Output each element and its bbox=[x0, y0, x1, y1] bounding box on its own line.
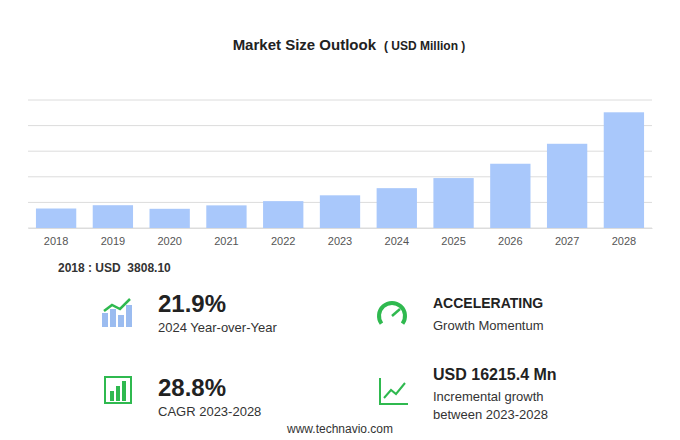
bar bbox=[490, 164, 530, 228]
subtitle: ( USD Million ) bbox=[384, 39, 465, 53]
stat-value: USD 16215.4 Mn bbox=[433, 366, 557, 383]
stat-value: 21.9% bbox=[158, 290, 226, 317]
chart: Market Size Outlook( USD Million )201820… bbox=[0, 0, 680, 440]
grid bbox=[28, 100, 652, 228]
tick-label: 2018 bbox=[44, 235, 68, 247]
icon-part bbox=[105, 377, 131, 403]
icon bbox=[380, 378, 408, 404]
tick-label: 2019 bbox=[101, 235, 125, 247]
stat-label: Growth Momentum bbox=[433, 318, 544, 333]
tick: 2019 bbox=[101, 228, 125, 247]
bar bbox=[93, 205, 133, 228]
tick: 2020 bbox=[157, 228, 181, 247]
icon-part bbox=[116, 386, 120, 401]
bar bbox=[320, 195, 360, 228]
stat-value: ACCELERATING bbox=[433, 295, 543, 311]
stat-value: 28.8% bbox=[158, 374, 226, 401]
bar bbox=[377, 188, 417, 228]
tick-label: 2028 bbox=[612, 235, 636, 247]
stat-label: 2024 Year-over-Year bbox=[158, 320, 277, 335]
tick: 2021 bbox=[214, 228, 238, 247]
bar bbox=[150, 209, 190, 228]
bar bbox=[604, 112, 644, 228]
tick-label: 2024 bbox=[385, 235, 409, 247]
grid-line bbox=[28, 100, 652, 101]
stat-label: Incremental growth bbox=[433, 389, 544, 404]
tick-label: 2022 bbox=[271, 235, 295, 247]
stat-label: between 2023-2028 bbox=[433, 407, 548, 422]
bars bbox=[36, 112, 644, 228]
title: Market Size Outlook bbox=[233, 36, 377, 53]
tick-label: 2023 bbox=[328, 235, 352, 247]
icon-part bbox=[377, 301, 407, 325]
stat-label: CAGR 2023-2028 bbox=[158, 404, 261, 419]
icon bbox=[105, 377, 131, 403]
bar bbox=[206, 205, 246, 228]
tick: 2022 bbox=[271, 228, 295, 247]
grid-line bbox=[28, 125, 652, 126]
tick: 2028 bbox=[612, 228, 636, 247]
axis-line bbox=[29, 228, 653, 229]
icon-part bbox=[110, 391, 114, 401]
icon bbox=[377, 301, 407, 325]
tick: 2025 bbox=[441, 228, 465, 247]
tick: 2026 bbox=[498, 228, 522, 247]
tick-label: 2026 bbox=[498, 235, 522, 247]
icon-part bbox=[392, 309, 400, 316]
tick: 2018 bbox=[44, 228, 68, 247]
tick: 2023 bbox=[328, 228, 352, 247]
tick-label: 2027 bbox=[555, 235, 579, 247]
icon-part bbox=[126, 305, 132, 327]
bar bbox=[263, 201, 303, 228]
x-axis: 2018 2019 2020 2021 2022 2023 2024 2025 2026 2027… bbox=[29, 228, 653, 247]
source: www.technavio.com bbox=[286, 422, 393, 436]
tick: 2024 bbox=[385, 228, 409, 247]
icon-part bbox=[384, 383, 405, 398]
icon-part bbox=[380, 378, 408, 404]
icon-part bbox=[118, 315, 124, 327]
icon-part bbox=[104, 299, 130, 311]
tick: 2027 bbox=[555, 228, 579, 247]
icon bbox=[102, 299, 132, 327]
icon-part bbox=[102, 313, 108, 327]
icon-part bbox=[122, 381, 126, 401]
icon-part bbox=[110, 309, 116, 327]
annotation: 2018 : USD 3808.10 bbox=[58, 261, 171, 275]
bar bbox=[36, 209, 76, 228]
tick-label: 2021 bbox=[214, 235, 238, 247]
bar bbox=[433, 178, 473, 228]
bar bbox=[547, 144, 587, 228]
tick-label: 2025 bbox=[441, 235, 465, 247]
tick-label: 2020 bbox=[157, 235, 181, 247]
